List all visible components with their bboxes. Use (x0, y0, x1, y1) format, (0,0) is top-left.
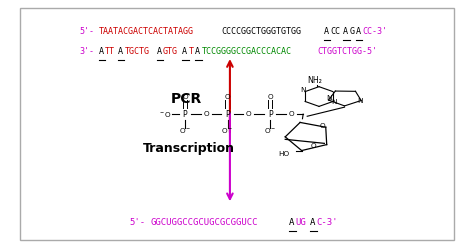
Text: 5'-: 5'- (130, 218, 146, 227)
Text: TAATACGACTCACTATAGG: TAATACGACTCACTATAGG (99, 27, 194, 36)
Text: A: A (343, 27, 348, 36)
FancyBboxPatch shape (19, 8, 455, 240)
Text: 5'-: 5'- (80, 27, 94, 36)
Text: O$^-$: O$^-$ (221, 126, 234, 135)
Text: $^-$O: $^-$O (158, 110, 172, 119)
Text: O: O (246, 111, 252, 117)
Text: P: P (268, 110, 273, 119)
Text: T: T (189, 47, 194, 56)
Text: A: A (156, 47, 162, 56)
Text: A: A (324, 27, 329, 36)
Text: Transcription: Transcription (143, 142, 235, 155)
Text: TT: TT (105, 47, 115, 56)
Text: UG: UG (296, 218, 307, 227)
Text: C-3': C-3' (317, 218, 338, 227)
Text: CC: CC (330, 27, 340, 36)
Text: CTGGTCTGG-5': CTGGTCTGG-5' (318, 47, 377, 56)
Text: O: O (267, 94, 273, 100)
Text: A: A (99, 47, 104, 56)
Text: CC-3': CC-3' (363, 27, 387, 36)
Text: GGCUGGCCGCUGCGCGGUCC: GGCUGGCCGCUGCGCGGUCC (151, 218, 258, 227)
Text: PCR: PCR (171, 92, 202, 106)
Text: P: P (182, 110, 187, 119)
Text: O: O (203, 111, 209, 117)
Text: N: N (332, 99, 337, 105)
Text: TCCGGGGCCGACCCACAC: TCCGGGGCCGACCCACAC (201, 47, 292, 56)
Text: A: A (195, 47, 200, 56)
Text: A: A (310, 218, 315, 227)
Text: CCCCGGCTGGGTGTGG: CCCCGGCTGGGTGTGG (221, 27, 301, 36)
Text: O: O (319, 123, 325, 129)
Text: O: O (182, 94, 188, 100)
Text: O: O (289, 111, 294, 117)
Text: G: G (349, 27, 355, 36)
Text: 3'-: 3'- (80, 47, 94, 56)
Text: N: N (357, 97, 363, 103)
Text: A: A (356, 27, 361, 36)
Text: O: O (225, 94, 230, 100)
Text: O$^-$: O$^-$ (179, 126, 191, 135)
Text: HO: HO (279, 151, 290, 157)
Text: N: N (326, 95, 331, 101)
Text: P: P (225, 110, 230, 119)
Text: GTG: GTG (163, 47, 178, 56)
Text: A: A (118, 47, 123, 56)
Text: TGCTG: TGCTG (125, 47, 149, 56)
Text: NH₂: NH₂ (307, 76, 322, 85)
Text: N: N (300, 87, 305, 93)
Text: O: O (310, 143, 316, 149)
Text: A: A (289, 218, 294, 227)
Text: A: A (182, 47, 187, 56)
Text: O$^-$: O$^-$ (264, 126, 276, 135)
